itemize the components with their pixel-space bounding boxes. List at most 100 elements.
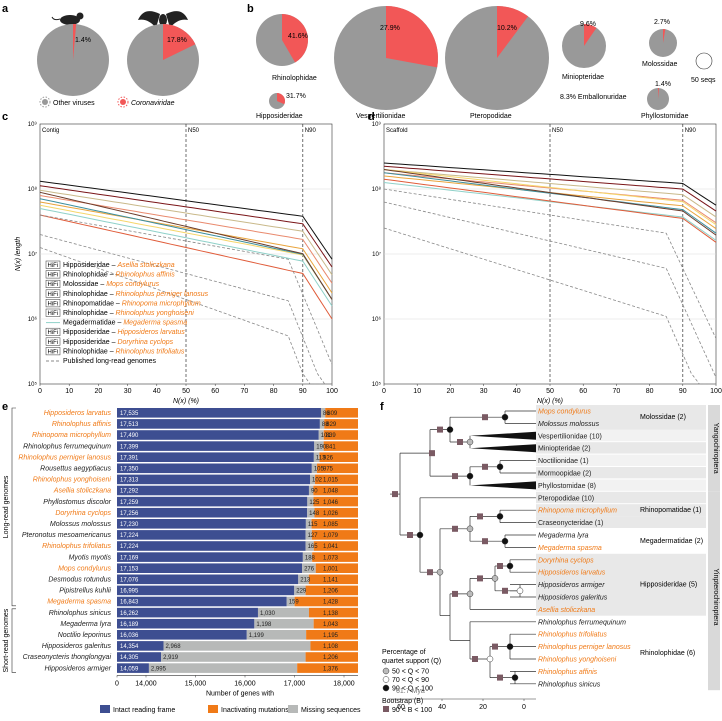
pie-percent-label: 27.9% <box>380 25 400 32</box>
nx-curve <box>383 169 717 226</box>
bootstrap-marker <box>452 473 458 480</box>
taxon-label: Mormoopidae (2) <box>538 471 591 478</box>
x-tick-label: 16,000 <box>234 680 256 687</box>
panel-b-3-slice <box>584 24 597 46</box>
bar-label-inact: 88 <box>322 422 329 428</box>
bar-inactivating <box>246 630 307 640</box>
nx-curve <box>39 201 333 294</box>
bar-inactivating <box>313 452 320 462</box>
nx-curve <box>39 185 333 268</box>
taxon-label: Rhinolophus sinicus <box>538 681 601 688</box>
bar-label-intact: 17,391 <box>120 455 139 461</box>
y-tick-label: 10⁸ <box>28 186 38 193</box>
bar-label-intact: 17,513 <box>120 422 139 428</box>
bootstrap-marker <box>492 643 498 650</box>
legend-entry: Rhinolophidae – Rhinolophus affinis <box>63 272 175 279</box>
bar-inactivating <box>305 541 314 551</box>
bar-intact <box>117 630 247 640</box>
y-tick-label: 10⁶ <box>372 316 382 323</box>
plot-title: Contig <box>42 128 59 134</box>
bar-label-missing: 1,015 <box>323 478 339 484</box>
species-label: Asellia stoliczkana <box>53 488 111 495</box>
legend-swatch <box>208 705 218 713</box>
bar-label-intact: 17,350 <box>120 467 139 473</box>
bar-intact <box>117 463 312 474</box>
legend-label: Inactivating mutations <box>221 707 289 714</box>
panel-a-pies: 1.4% 17.8% <box>37 24 199 96</box>
nx-curve <box>383 172 717 224</box>
family-label: Rhinopomatidae (1) <box>640 507 701 514</box>
quartet-support-marker <box>506 562 514 570</box>
family-box <box>536 504 706 517</box>
bar-label-inact: 276 <box>304 566 315 572</box>
species-label: Rhinopoma microphyllum <box>32 432 111 439</box>
taxon-label: Craseonycteridae (1) <box>538 520 603 527</box>
taxon-label: Rhinolophus yonghoiseni <box>538 657 617 664</box>
quartet-support-marker <box>466 438 474 446</box>
species-label: Myotis myotis <box>69 554 112 561</box>
bar-missing <box>313 485 358 496</box>
bar-intact <box>117 596 287 607</box>
root-age-label: 61.7 Mya <box>396 688 425 695</box>
quartet-support-marker <box>466 590 474 598</box>
hifi-badge <box>45 270 61 279</box>
nx-curve <box>383 178 717 243</box>
bar-label-intact: 16,995 <box>120 589 139 595</box>
x-tick-label: 100 <box>326 388 338 395</box>
taxon-label: Megaderma lyra <box>538 533 589 540</box>
taxon-label: Hipposideros larvatus <box>538 570 606 577</box>
quartet-support-marker <box>516 587 524 595</box>
bar-intact <box>117 430 319 440</box>
bar-label-missing: 926 <box>323 455 334 461</box>
bar-label-missing: 1,073 <box>323 555 339 561</box>
panel-b-4-slice <box>663 29 666 43</box>
bar-inactivating <box>257 607 309 618</box>
y-tick-label: 10⁷ <box>28 251 37 258</box>
family-box <box>536 405 706 430</box>
hifi-badge-label: HiFi <box>48 263 59 269</box>
bootstrap-marker <box>477 575 483 582</box>
taxon-label: Phyllostomidae (8) <box>538 483 596 490</box>
taxon-label: Vespertilionidae (10) <box>538 433 602 440</box>
legend-title: quartet support (Q) <box>382 658 441 665</box>
taxon-label: Molossus molossus <box>538 421 600 428</box>
bar-label-inact: 148 <box>309 511 320 517</box>
x-tick-label: 90 <box>679 388 687 395</box>
x-tick-label: 40 <box>153 388 161 395</box>
collapsed-clade <box>470 431 536 440</box>
bar-label-inact: 1,198 <box>256 622 272 628</box>
bar-label-intact: 16,189 <box>120 622 139 628</box>
hifi-badge <box>45 279 61 288</box>
bootstrap-marker <box>502 587 508 594</box>
published-curve <box>39 214 333 365</box>
hifi-badge-label: HiFi <box>48 292 59 298</box>
bootstrap-marker <box>427 569 433 576</box>
axis-tick-label: 0 <box>522 704 526 711</box>
bar-label-intact: 17,399 <box>120 444 139 450</box>
species-label: Noctilio leporinus <box>58 632 112 639</box>
bar-label-intact: 17,490 <box>120 433 139 439</box>
scale-circle: 50 seqs <box>691 52 716 84</box>
bar-missing <box>314 507 358 518</box>
bar-label-intact: 16,843 <box>120 600 139 606</box>
taxon-label: Hipposideros armiger <box>538 582 605 589</box>
x-axis-label: N(x) (%) <box>173 398 199 405</box>
pie-family-label: Rhinolophidae <box>272 75 317 82</box>
family-box <box>536 529 706 554</box>
bar-label-missing: 1,048 <box>323 489 339 495</box>
bar-intact <box>117 541 306 551</box>
x-tick-label: 30 <box>480 388 488 395</box>
bar-missing <box>305 585 358 596</box>
hifi-badge <box>45 299 61 308</box>
y-tick-label: 10⁹ <box>372 121 382 128</box>
plot-title: Scaffold <box>386 128 408 134</box>
bar-label-intact: 14,059 <box>120 666 139 672</box>
bar-intact <box>117 452 314 462</box>
bar-inactivating <box>314 441 324 451</box>
bar-label-missing: 841 <box>326 444 337 450</box>
bar-missing <box>312 552 358 562</box>
bar-label-inact: 113 <box>316 455 326 461</box>
bar-label-intact: 17,169 <box>120 555 139 561</box>
hifi-badge <box>45 327 61 336</box>
